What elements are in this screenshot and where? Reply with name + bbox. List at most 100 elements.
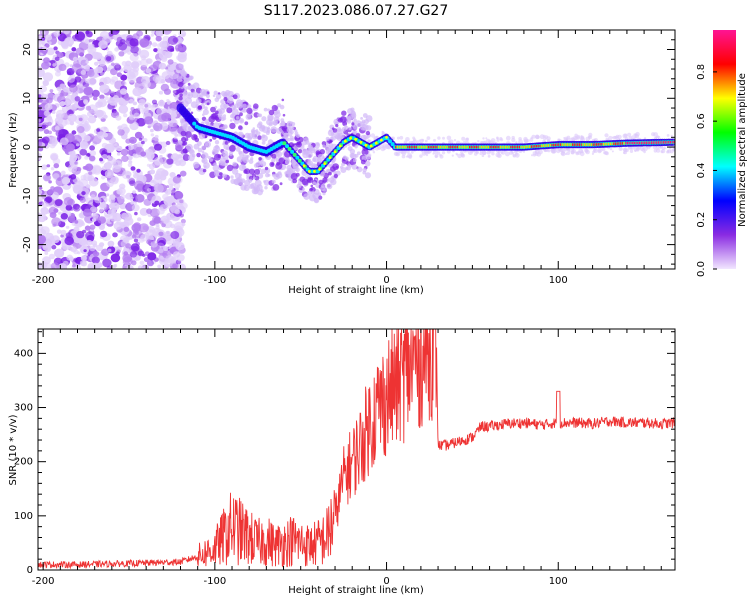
heatmap-cell bbox=[199, 94, 202, 98]
heatmap-cell bbox=[38, 196, 43, 202]
heatmap-cell bbox=[432, 145, 435, 149]
heatmap-cell bbox=[146, 58, 153, 64]
heatmap-cell bbox=[85, 105, 92, 111]
heatmap-cell bbox=[94, 196, 102, 204]
heatmap-cell bbox=[92, 96, 98, 101]
heatmap-cell bbox=[573, 143, 575, 146]
heatmap-cell bbox=[496, 138, 500, 142]
heatmap-cell bbox=[635, 141, 637, 145]
heatmap-cell bbox=[132, 190, 137, 194]
heatmap-cell bbox=[148, 163, 156, 170]
heatmap-cell bbox=[229, 119, 233, 122]
heatmap-cell bbox=[229, 122, 236, 130]
heatmap-cell bbox=[89, 206, 97, 213]
heatmap-cell bbox=[627, 132, 632, 137]
heatmap-cell bbox=[499, 145, 502, 149]
heatmap-cell bbox=[335, 121, 339, 125]
heatmap-cell bbox=[120, 194, 126, 200]
heatmap-cell bbox=[354, 137, 357, 141]
heatmap-cell bbox=[487, 154, 491, 158]
heatmap-cell bbox=[155, 35, 162, 42]
heatmap-cell bbox=[74, 96, 81, 102]
x-tick-label: -100 bbox=[203, 275, 226, 286]
y-tick-label: 20 bbox=[22, 43, 33, 56]
heatmap-cell bbox=[282, 113, 286, 117]
heatmap-cell bbox=[362, 113, 368, 118]
heatmap-cell bbox=[58, 63, 67, 71]
heatmap-cell bbox=[286, 171, 290, 175]
heatmap-cell bbox=[129, 53, 139, 62]
heatmap-cell bbox=[310, 190, 315, 195]
heatmap-cell bbox=[580, 136, 585, 142]
heatmap-cell bbox=[450, 145, 452, 149]
heatmap-cell bbox=[267, 108, 271, 112]
heatmap-cell bbox=[187, 82, 191, 86]
heatmap-cell bbox=[201, 145, 207, 151]
heatmap-cell bbox=[83, 249, 87, 253]
heatmap-cell bbox=[633, 141, 635, 145]
heatmap-cell bbox=[120, 148, 129, 156]
heatmap-cell bbox=[614, 142, 617, 145]
heatmap-cell bbox=[565, 143, 567, 146]
heatmap-cell bbox=[588, 132, 593, 137]
figure-title: S117.2023.086.07.27.G27 bbox=[264, 3, 449, 19]
heatmap-cell bbox=[91, 165, 103, 175]
heatmap-cell bbox=[197, 147, 203, 153]
heatmap-cell bbox=[424, 145, 426, 149]
heatmap-cell bbox=[599, 143, 601, 146]
heatmap-cell bbox=[223, 103, 229, 109]
heatmap-cell bbox=[252, 133, 258, 140]
heatmap-cell bbox=[89, 155, 96, 162]
heatmap-cell bbox=[549, 143, 551, 147]
heatmap-cell bbox=[79, 141, 89, 150]
heatmap-cell bbox=[486, 145, 488, 149]
heatmap-cell bbox=[139, 38, 150, 48]
heatmap-cell bbox=[659, 141, 661, 144]
heatmap-cell bbox=[209, 138, 213, 142]
heatmap-cell bbox=[336, 128, 343, 135]
heatmap-cell bbox=[121, 155, 129, 163]
heatmap-cell bbox=[205, 94, 210, 98]
heatmap-cell bbox=[51, 217, 62, 227]
heatmap-cell bbox=[42, 72, 54, 82]
heatmap-cell bbox=[65, 204, 73, 211]
heatmap-cell bbox=[437, 136, 441, 140]
heatmap-cell bbox=[43, 110, 50, 117]
heatmap-cell bbox=[78, 221, 84, 226]
heatmap-cell bbox=[436, 151, 441, 155]
heatmap-cell bbox=[103, 76, 112, 84]
heatmap-cell bbox=[88, 171, 93, 176]
heatmap-cell bbox=[422, 145, 424, 149]
heatmap-cell bbox=[154, 134, 159, 139]
heatmap-cell bbox=[214, 150, 218, 154]
heatmap-cell bbox=[92, 264, 99, 269]
heatmap-cell bbox=[97, 216, 107, 224]
heatmap-cell bbox=[253, 108, 256, 111]
heatmap-cell bbox=[167, 35, 178, 46]
heatmap-cell bbox=[226, 97, 234, 104]
heatmap-cell bbox=[53, 163, 60, 169]
heatmap-cell bbox=[121, 170, 132, 180]
heatmap-cell bbox=[462, 145, 464, 149]
heatmap-cell bbox=[144, 104, 149, 108]
heatmap-cell bbox=[67, 163, 78, 173]
heatmap-cell bbox=[154, 200, 160, 206]
heatmap-cell bbox=[525, 145, 527, 149]
heatmap-cell bbox=[79, 83, 83, 87]
heatmap-cell bbox=[577, 143, 579, 146]
heatmap-cell bbox=[333, 173, 339, 179]
heatmap-cell bbox=[386, 145, 391, 149]
heatmap-cell bbox=[539, 144, 541, 148]
heatmap-cell bbox=[83, 208, 92, 217]
heatmap-cell bbox=[628, 136, 632, 139]
heatmap-cell bbox=[220, 99, 226, 105]
heatmap-cell bbox=[193, 143, 200, 150]
heatmap-cell bbox=[312, 181, 316, 185]
heatmap-cell bbox=[282, 141, 287, 146]
heatmap-cell bbox=[85, 60, 89, 64]
heatmap-cell bbox=[214, 140, 220, 145]
snr-y-ticks: 0 100 200 300 400 bbox=[14, 331, 675, 576]
heatmap-cell bbox=[236, 116, 240, 120]
heatmap-cell bbox=[225, 159, 229, 164]
heatmap-cell bbox=[465, 145, 467, 149]
